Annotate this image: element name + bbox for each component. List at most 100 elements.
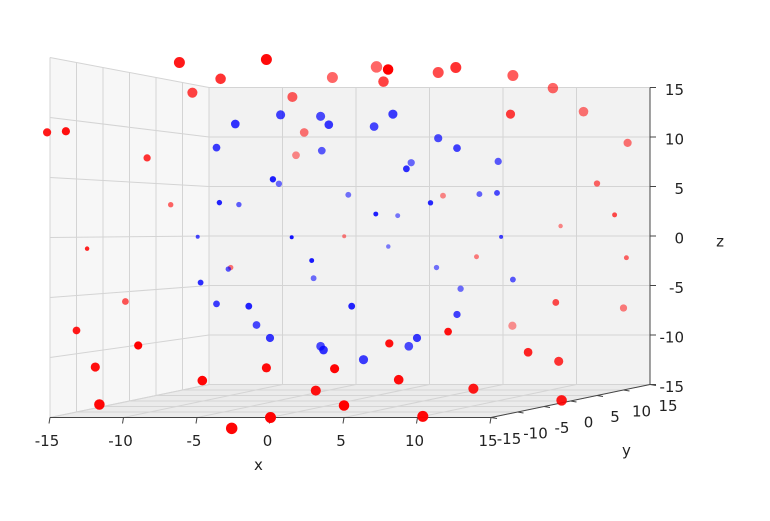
point — [369, 122, 379, 131]
point — [623, 255, 629, 261]
point — [623, 138, 632, 147]
x-tick-label: 0 — [263, 432, 273, 450]
point — [395, 213, 401, 219]
point — [225, 422, 238, 435]
grid-line — [49, 384, 210, 418]
point — [310, 275, 317, 282]
point — [168, 202, 174, 208]
point — [345, 191, 352, 198]
point — [612, 212, 618, 218]
point — [317, 146, 326, 155]
point — [330, 364, 340, 374]
point — [417, 410, 429, 422]
z-tick-label: -5 — [669, 279, 684, 297]
points — [43, 54, 632, 435]
point — [261, 363, 271, 373]
point — [474, 254, 479, 260]
point — [404, 341, 414, 351]
point — [299, 128, 309, 137]
y-tick — [490, 417, 498, 419]
point — [230, 119, 240, 129]
y-tick — [623, 389, 630, 392]
point — [385, 339, 394, 348]
x-tick-label: 10 — [405, 432, 424, 450]
point — [269, 176, 277, 183]
point — [216, 199, 223, 206]
point — [358, 355, 369, 365]
point — [316, 341, 325, 351]
point — [505, 109, 516, 119]
point — [265, 333, 275, 343]
point — [432, 67, 444, 78]
point — [287, 91, 298, 103]
point — [72, 326, 81, 335]
x-axis-label: x — [254, 456, 263, 474]
point — [187, 87, 198, 98]
point — [444, 327, 452, 336]
point — [578, 106, 589, 117]
point — [215, 73, 226, 85]
y-tick-label: 10 — [632, 403, 651, 421]
point — [373, 211, 379, 217]
grid-line — [49, 177, 210, 187]
point — [494, 190, 500, 196]
x-tick-label: -5 — [187, 432, 202, 450]
point — [393, 374, 404, 385]
point — [494, 157, 502, 166]
point — [508, 321, 517, 330]
point — [94, 399, 105, 410]
point — [212, 143, 221, 152]
point — [457, 285, 464, 292]
point — [310, 385, 321, 396]
point — [440, 192, 446, 199]
x-tick — [489, 417, 492, 424]
point — [338, 400, 350, 411]
point — [450, 62, 462, 73]
point — [197, 279, 204, 286]
point — [434, 134, 443, 143]
point — [292, 151, 300, 160]
point — [556, 395, 567, 406]
point — [558, 223, 563, 229]
point — [316, 111, 326, 121]
point — [213, 300, 220, 308]
point — [453, 310, 461, 319]
grid-line — [49, 235, 210, 238]
point — [427, 200, 434, 206]
point — [122, 298, 129, 305]
point — [143, 154, 151, 162]
point — [84, 246, 90, 251]
point — [509, 276, 516, 283]
x-tick — [122, 417, 124, 424]
z-tick-label: 5 — [674, 180, 684, 198]
x-tick-label: 5 — [336, 432, 346, 450]
z-tick-label: -15 — [660, 378, 685, 396]
point — [342, 234, 347, 239]
grid-line — [49, 334, 210, 358]
point — [554, 356, 564, 366]
grid-line — [49, 57, 210, 88]
x-tick-label: -15 — [35, 432, 60, 450]
point — [276, 110, 286, 120]
point — [197, 375, 208, 386]
grid-line — [49, 117, 210, 138]
point — [382, 64, 394, 75]
point — [236, 201, 242, 208]
point — [407, 159, 415, 167]
y-tick-label: 5 — [610, 408, 620, 426]
point — [593, 180, 601, 187]
point — [386, 244, 391, 249]
y-tick-label: 15 — [658, 397, 677, 415]
z-axis-label: z — [716, 233, 724, 251]
point — [388, 109, 398, 119]
point — [61, 127, 70, 136]
point — [173, 57, 185, 68]
point — [252, 321, 261, 329]
grid-line — [49, 285, 210, 298]
point — [225, 266, 231, 272]
y-axis-label: y — [622, 442, 631, 460]
point — [265, 412, 276, 423]
point — [324, 120, 334, 129]
point — [619, 304, 628, 312]
